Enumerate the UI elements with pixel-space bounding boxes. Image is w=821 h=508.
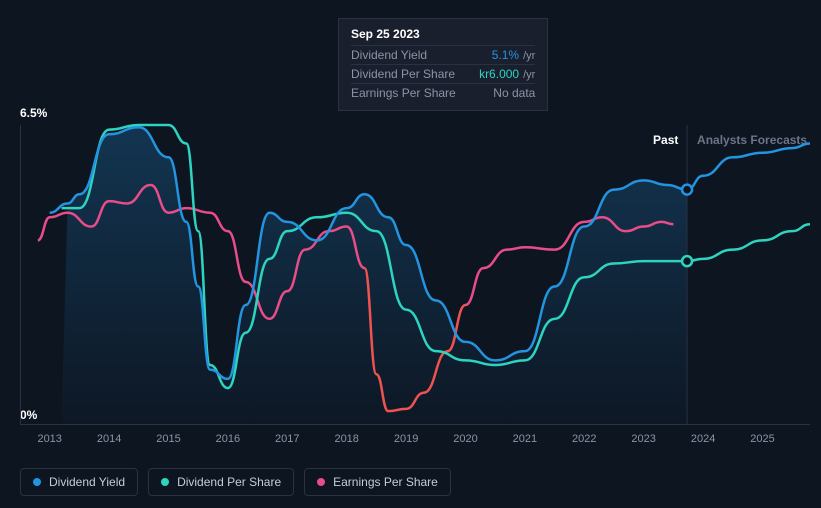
x-axis-tick: 2016 [216,433,240,445]
x-axis-tick: 2015 [156,433,180,445]
legend: Dividend Yield Dividend Per Share Earnings… [20,468,451,496]
tooltip-row: Earnings Per Share No data [351,83,535,102]
x-axis-tick: 2020 [453,433,477,445]
chart-tooltip: Sep 25 2023 Dividend Yield5.1%/yrDividen… [338,18,548,111]
tooltip-row-unit: /yr [523,69,535,81]
tooltip-row: Dividend Yield 5.1% /yr [351,45,535,64]
x-axis-tick: 2022 [572,433,596,445]
legend-item-label: Dividend Yield [49,475,125,489]
x-axis-tick: 2014 [97,433,121,445]
x-axis-tick: 2025 [750,433,774,445]
x-axis-tick: 2017 [275,433,299,445]
legend-item[interactable]: Earnings Per Share [304,468,451,496]
tooltip-date: Sep 25 2023 [351,27,535,41]
legend-dot-icon [33,478,41,486]
tooltip-row-label: Earnings Per Share [351,86,456,100]
legend-item[interactable]: Dividend Per Share [148,468,294,496]
tooltip-row-label: Dividend Per Share [351,67,455,81]
x-axis-tick: 2024 [691,433,715,445]
tooltip-row-value: kr6.000 [479,67,519,81]
tooltip-row: Dividend Per Share kr6.000/yr [351,64,535,83]
legend-item[interactable]: Dividend Yield [20,468,138,496]
legend-item-label: Earnings Per Share [333,475,438,489]
tooltip-row-label: Dividend Yield [351,48,427,62]
legend-item-label: Dividend Per Share [177,475,281,489]
x-axis-tick: 2023 [631,433,655,445]
x-axis-tick: 2019 [394,433,418,445]
x-axis-tick: 2021 [513,433,537,445]
tooltip-row-unit: /yr [523,50,535,62]
legend-dot-icon [317,478,325,486]
tooltip-row-value: 5.1% [492,48,519,62]
legend-dot-icon [161,478,169,486]
tooltip-row-value: No data [493,86,535,100]
x-axis-tick: 2018 [334,433,358,445]
dividend-chart: Sep 25 2023 Dividend Yield5.1%/yrDividen… [0,0,821,508]
x-axis-tick: 2013 [37,433,61,445]
